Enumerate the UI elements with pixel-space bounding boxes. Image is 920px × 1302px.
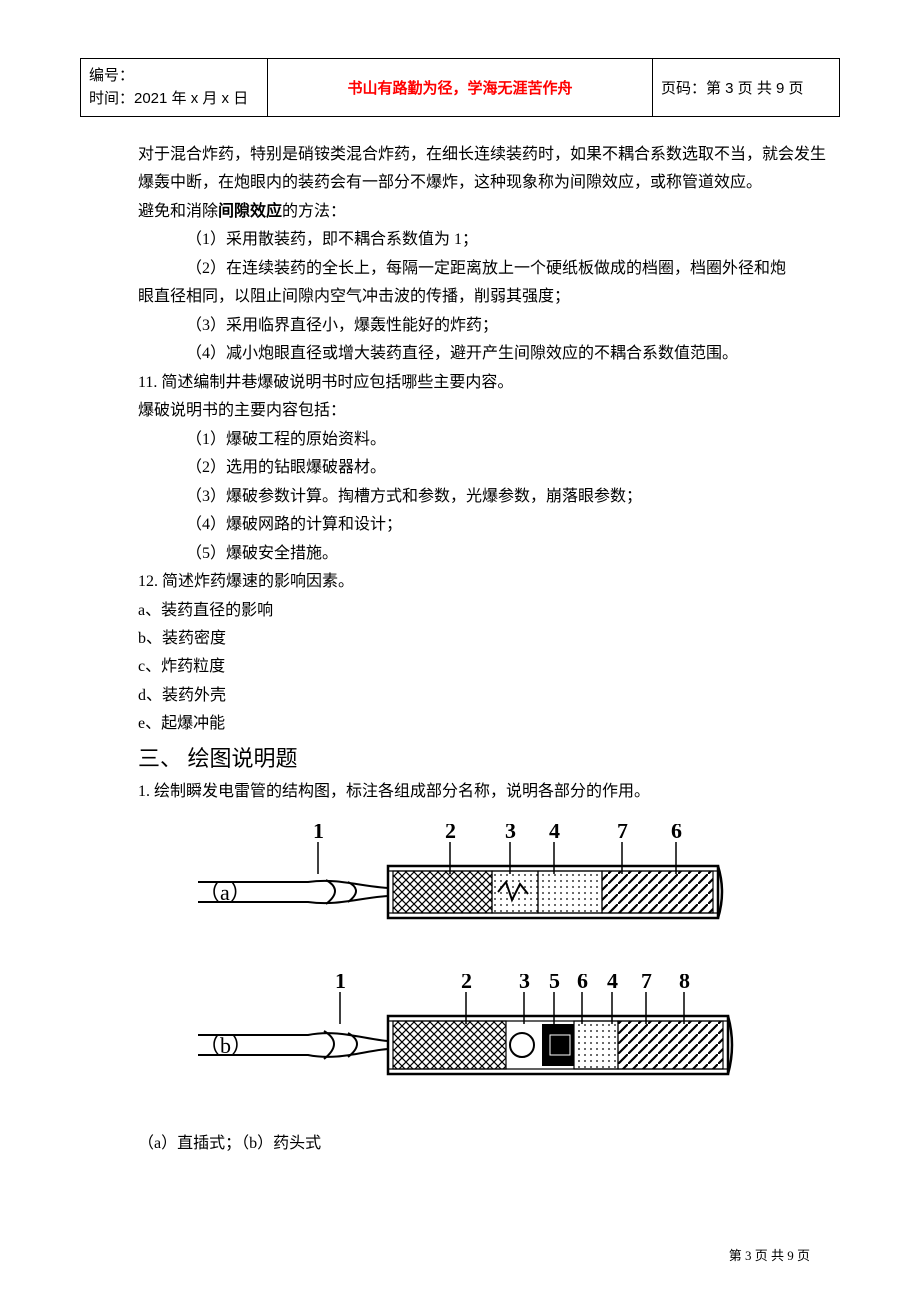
- question-3-1: 1. 绘制瞬发电雷管的结构图，标注各组成部分名称，说明各部分的作用。: [138, 778, 830, 806]
- paragraph-method-title: 避免和消除间隙效应的方法：: [138, 198, 830, 226]
- svg-text:2: 2: [445, 824, 456, 843]
- q11-item-2: （2）选用的钻眼爆破器材。: [138, 454, 830, 482]
- text-fragment: 的方法：: [282, 203, 346, 220]
- svg-text:1: 1: [313, 824, 324, 843]
- header-right-cell: 页码：第 3 页 共 9 页: [653, 59, 840, 117]
- header-page-label: 页码：第 3 页 共 9 页: [661, 80, 804, 97]
- q11-item-1: （1）爆破工程的原始资料。: [138, 426, 830, 454]
- diagram-a-svg: （a） 1 2 3 4 7 6: [198, 824, 758, 944]
- page: 编号： 时间：2021 年 x 月 x 日 书山有路勤为径，学海无涯苦作舟 页码…: [0, 0, 920, 1302]
- q12-item-a: a、装药直径的影响: [138, 597, 830, 625]
- svg-text:7: 7: [641, 974, 652, 993]
- document-body: 对于混合炸药，特别是硝铵类混合炸药，在细长连续装药时，如果不耦合系数选取不当，就…: [138, 141, 830, 1159]
- list-item-2: （2）在连续装药的全长上，每隔一定距离放上一个硬纸板做成的档圈，档圈外径和炮: [138, 255, 830, 283]
- q12-item-c: c、炸药粒度: [138, 653, 830, 681]
- svg-text:（a）: （a）: [198, 880, 252, 905]
- header-table: 编号： 时间：2021 年 x 月 x 日 书山有路勤为径，学海无涯苦作舟 页码…: [80, 58, 840, 117]
- header-date-label: 时间：2021 年 x 月 x 日: [89, 88, 259, 111]
- diagram-caption: （a）直插式；（b）药头式: [138, 1130, 830, 1158]
- q11-item-5: （5）爆破安全措施。: [138, 540, 830, 568]
- question-11: 11. 简述编制井巷爆破说明书时应包括哪些主要内容。: [138, 369, 830, 397]
- svg-text:7: 7: [617, 824, 628, 843]
- footer-page-number: 第 3 页 共 9 页: [729, 1245, 810, 1264]
- text-fragment: 避免和消除: [138, 203, 218, 220]
- svg-text:4: 4: [549, 824, 560, 843]
- svg-text:1: 1: [335, 974, 346, 993]
- svg-text:（b）: （b）: [198, 1033, 253, 1058]
- svg-text:6: 6: [671, 824, 682, 843]
- svg-text:3: 3: [505, 824, 516, 843]
- q11-item-3: （3）爆破参数计算。掏槽方式和参数，光爆参数，崩落眼参数；: [138, 483, 830, 511]
- list-item-2b: 眼直径相同，以阻止间隙内空气冲击波的传播，削弱其强度；: [138, 283, 830, 311]
- q12-item-e: e、起爆冲能: [138, 710, 830, 738]
- svg-text:5: 5: [549, 974, 560, 993]
- svg-text:6: 6: [577, 974, 588, 993]
- svg-text:3: 3: [519, 974, 530, 993]
- question-12: 12. 简述炸药爆速的影响因素。: [138, 568, 830, 596]
- bold-term: 间隙效应: [218, 203, 282, 220]
- question-11-sub: 爆破说明书的主要内容包括：: [138, 397, 830, 425]
- svg-text:2: 2: [461, 974, 472, 993]
- header-left-cell: 编号： 时间：2021 年 x 月 x 日: [81, 59, 268, 117]
- diagram-b-svg: （b） 1 2 3564 7 8: [198, 974, 758, 1104]
- list-item-4: （4）减小炮眼直径或增大装药直径，避开产生间隙效应的不耦合系数值范围。: [138, 340, 830, 368]
- svg-text:4: 4: [607, 974, 618, 993]
- section-3-title: 三、 绘图说明题: [138, 739, 830, 778]
- list-item-3: （3）采用临界直径小，爆轰性能好的炸药；: [138, 312, 830, 340]
- diagram-b: （b） 1 2 3564 7 8: [198, 974, 830, 1104]
- list-item-1: （1）采用散装药，即不耦合系数值为 1；: [138, 226, 830, 254]
- header-number-label: 编号：: [89, 65, 259, 88]
- header-center-cell: 书山有路勤为径，学海无涯苦作舟: [268, 59, 653, 117]
- q12-item-b: b、装药密度: [138, 625, 830, 653]
- q11-item-4: （4）爆破网路的计算和设计；: [138, 511, 830, 539]
- q12-item-d: d、装药外壳: [138, 682, 830, 710]
- svg-text:8: 8: [679, 974, 690, 993]
- paragraph-intro: 对于混合炸药，特别是硝铵类混合炸药，在细长连续装药时，如果不耦合系数选取不当，就…: [138, 141, 830, 198]
- diagram-a: （a） 1 2 3 4 7 6: [198, 824, 830, 944]
- header-motto: 书山有路勤为径，学海无涯苦作舟: [347, 80, 572, 97]
